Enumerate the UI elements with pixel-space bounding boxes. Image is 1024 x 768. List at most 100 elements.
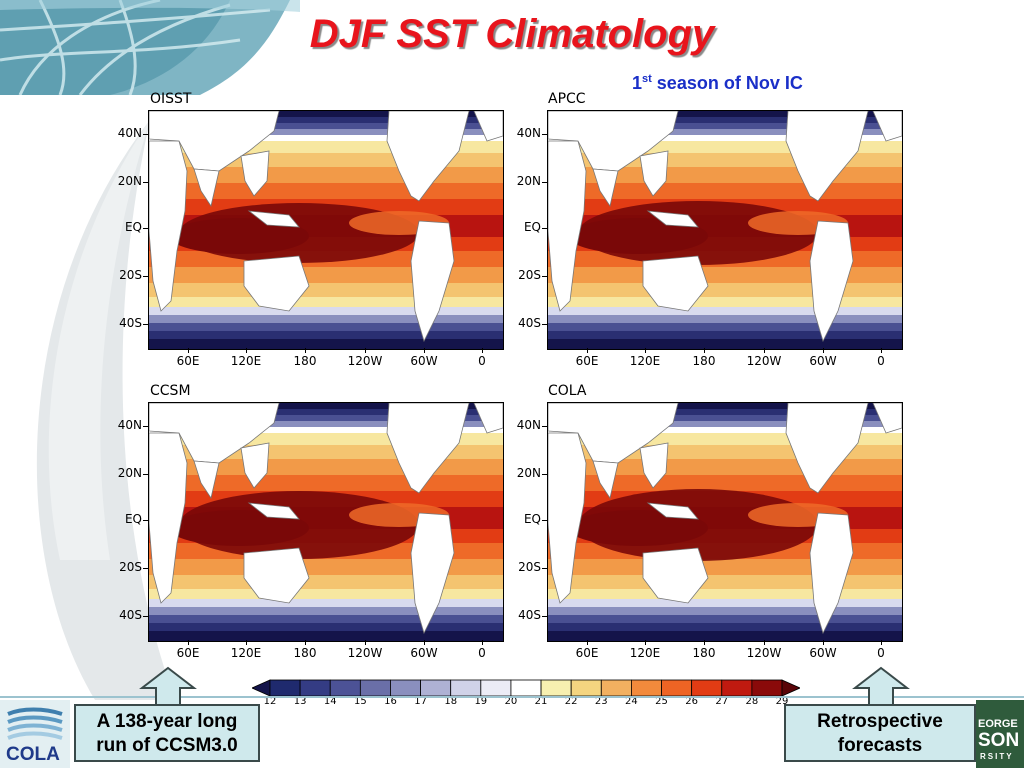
lon-tick-mark [645, 640, 646, 645]
lon-tick-label: 60E [176, 646, 200, 660]
colorbar-level-label: 28 [745, 696, 759, 707]
lon-tick-mark [482, 640, 483, 645]
lon-tick-mark [704, 640, 705, 645]
panel-label-cola: COLA [548, 383, 587, 399]
lat-tick-mark [143, 134, 148, 135]
lat-tick-label: 20N [117, 174, 142, 188]
slide-title: DJF SST Climatology [309, 12, 715, 56]
lat-tick-label: 20N [516, 466, 541, 480]
colorbar-swatch [691, 679, 723, 697]
lon-tick-mark [305, 348, 306, 353]
colorbar-swatch [329, 679, 361, 697]
lat-tick-label: 20S [518, 560, 541, 574]
lon-tick-label: 0 [478, 354, 486, 368]
colorbar-level-label: 20 [504, 696, 518, 707]
lat-tick-mark [143, 228, 148, 229]
colorbar-swatch [420, 679, 452, 697]
lat-tick-label: 40N [117, 126, 142, 140]
lon-tick-label: 180 [692, 646, 716, 660]
lat-tick-mark [143, 426, 148, 427]
lon-tick-mark [704, 348, 705, 353]
lon-tick-label: 60W [809, 354, 837, 368]
colorbar-level-label: 26 [685, 696, 698, 707]
lon-tick-mark [365, 348, 366, 353]
colorbar-level-label: 14 [323, 696, 337, 707]
lon-tick-mark [424, 348, 425, 353]
lon-tick-label: 180 [293, 354, 317, 368]
university-logo: EORGE SON RSITY [976, 700, 1024, 768]
forecast-callout-line2: forecasts [837, 735, 923, 756]
panel-label-ccsm: CCSM [150, 383, 191, 399]
lon-tick-mark [587, 348, 588, 353]
lat-tick-label: EQ [124, 220, 142, 234]
colorbar-level-label: 19 [474, 696, 488, 707]
lat-tick-label: 20S [119, 560, 142, 574]
lat-tick-label: 40S [518, 316, 541, 330]
lat-tick-mark [542, 134, 547, 135]
lon-tick-label: 60W [410, 354, 438, 368]
cola-logo: COLA [0, 700, 70, 768]
forecast-callout: Retrospective forecasts [784, 704, 976, 762]
lon-tick-mark [188, 640, 189, 645]
colorbar-level-label: 24 [625, 696, 638, 707]
lon-tick-mark [823, 348, 824, 353]
colorbar-level-label: 23 [594, 696, 608, 707]
lon-tick-label: 120E [629, 354, 661, 368]
lat-tick-label: EQ [523, 512, 541, 526]
lat-tick-label: 40N [117, 418, 142, 432]
colorbar-level-label: 21 [534, 696, 548, 707]
lat-tick-mark [542, 474, 547, 475]
lon-tick-mark [246, 348, 247, 353]
lat-tick-mark [542, 520, 547, 521]
lon-tick-label: 120W [347, 646, 383, 660]
lat-tick-label: 40S [119, 316, 142, 330]
lon-tick-mark [424, 640, 425, 645]
cola-logo-waves [7, 707, 63, 740]
colorbar-level-label: 22 [564, 696, 578, 707]
lon-tick-mark [881, 640, 882, 645]
lon-tick-mark [246, 640, 247, 645]
lat-tick-label: 40S [119, 608, 142, 622]
lon-tick-mark [188, 348, 189, 353]
subtitle-ordinal: st [642, 73, 652, 85]
lon-tick-label: 60E [575, 646, 599, 660]
lat-tick-label: 20N [117, 466, 142, 480]
lon-tick-mark [764, 640, 765, 645]
lat-tick-mark [143, 182, 148, 183]
lat-tick-label: 20N [516, 174, 541, 188]
colorbar-swatch [570, 679, 602, 697]
lat-tick-mark [542, 568, 547, 569]
colorbar-level-label: 29 [775, 696, 789, 707]
colorbar-swatch [480, 679, 512, 697]
colorbar-swatch [359, 679, 391, 697]
colorbar-swatch [631, 679, 662, 697]
forecast-callout-line1: Retrospective [817, 711, 943, 732]
colorbar-level-label: 13 [293, 696, 307, 707]
colorbar-swatch [269, 679, 301, 697]
lon-tick-label: 180 [293, 646, 317, 660]
colorbar-level-label: 12 [263, 696, 277, 707]
lat-tick-mark [143, 568, 148, 569]
lon-tick-label: 60W [809, 646, 837, 660]
lat-tick-label: 40S [518, 608, 541, 622]
lat-tick-mark [542, 228, 547, 229]
lat-tick-label: 40N [516, 126, 541, 140]
lon-tick-mark [365, 640, 366, 645]
lat-tick-mark [542, 426, 547, 427]
university-logo-line2: SON [978, 730, 1020, 751]
ccsm-callout: A 138-year long run of CCSM3.0 [74, 704, 260, 762]
lon-tick-label: 120E [629, 646, 661, 660]
panel-label-apcc: APCC [548, 91, 586, 107]
right-callout-arrow [852, 666, 910, 706]
lon-tick-label: 60E [575, 354, 599, 368]
panel-label-oisst: OISST [150, 91, 192, 107]
colorbar-level-label: 16 [384, 696, 397, 707]
lon-tick-label: 120W [746, 646, 782, 660]
colorbar-level-label: 25 [655, 696, 668, 707]
lon-tick-mark [823, 640, 824, 645]
lon-tick-label: 120E [230, 354, 262, 368]
ccsm-callout-line1: A 138-year long [96, 711, 238, 732]
lon-tick-label: 0 [877, 646, 885, 660]
sst-map-apcc [547, 110, 903, 350]
